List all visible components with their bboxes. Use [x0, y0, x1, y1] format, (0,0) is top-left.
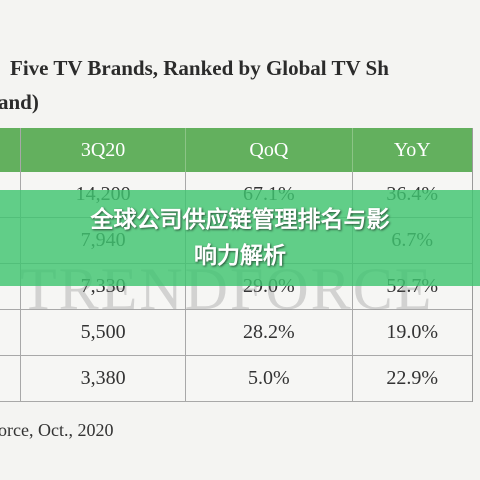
cell [0, 128, 21, 172]
cell [0, 356, 21, 401]
cell [0, 310, 21, 355]
banner-line: 全球公司供应链管理排名与影 [90, 207, 390, 233]
title: Five TV Brands, Ranked by Global TV Sh [10, 56, 389, 80]
cell: 5,500 [21, 310, 187, 355]
header-cell: 3Q20 [21, 128, 187, 172]
cell: 28.2% [186, 310, 353, 355]
source: orce, Oct., 2020 [0, 420, 114, 440]
banner: 全球公司供应链管理排名与影 响力解析 [0, 190, 480, 286]
header-cell: QoQ [186, 128, 353, 172]
header-row: 3Q20 QoQ YoY [0, 128, 472, 172]
header-cell: YoY [393, 138, 431, 161]
cell: 22.9% [386, 367, 439, 389]
cell: 5.0% [186, 356, 353, 401]
banner-line: 响力解析 [194, 243, 286, 269]
cell [0, 264, 21, 309]
subtitle: and) [0, 90, 39, 114]
row: 3,380 5.0% 22.9% [0, 356, 472, 402]
cell: 3,380 [21, 356, 187, 401]
cell: 19.0% [386, 321, 439, 343]
row: 5,500 28.2% 19.0% [0, 310, 472, 356]
